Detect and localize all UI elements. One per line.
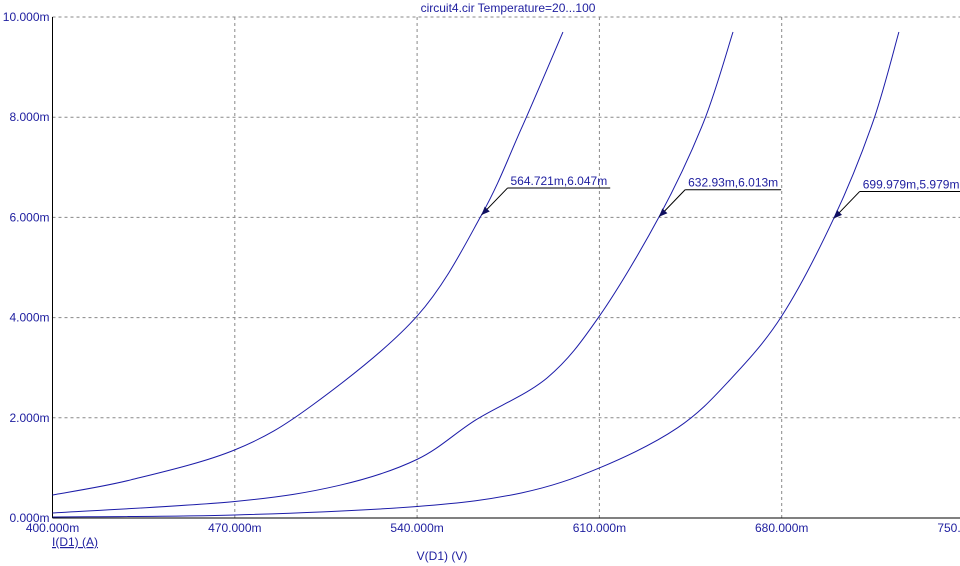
y-tick-label: 0.000m bbox=[9, 511, 49, 525]
x-tick-label: 680.000m bbox=[755, 521, 808, 535]
y-tick-label: 6.000m bbox=[9, 210, 49, 224]
y-tick-label: 10.000m bbox=[3, 10, 50, 24]
y-tick-label: 2.000m bbox=[9, 411, 49, 425]
curve bbox=[52, 31, 900, 518]
x-tick-label: 470.000m bbox=[208, 521, 261, 535]
y-tick-label: 8.000m bbox=[9, 110, 49, 124]
annotation-arrow bbox=[659, 208, 668, 217]
x-tick-label: 400.000m bbox=[26, 521, 79, 535]
y-axis-label: I(D1) (A) bbox=[52, 535, 98, 549]
annotation-arrow bbox=[833, 210, 843, 219]
annotation-arrow bbox=[481, 206, 490, 216]
x-tick-label: 750.000m bbox=[937, 521, 960, 535]
x-axis-label: V(D1) (V) bbox=[417, 549, 468, 563]
x-tick-label: 540.000m bbox=[390, 521, 443, 535]
annotation-label: 564.721m,6.047m bbox=[510, 174, 607, 188]
annotation-label: 632.93m,6.013m bbox=[688, 176, 778, 190]
annotation-label: 699.979m,5.979m bbox=[863, 177, 960, 191]
curve bbox=[52, 31, 734, 514]
y-tick-label: 4.000m bbox=[9, 311, 49, 325]
curve bbox=[52, 31, 564, 496]
chart-title: circuit4.cir Temperature=20...100 bbox=[421, 1, 596, 15]
x-tick-label: 610.000m bbox=[573, 521, 626, 535]
